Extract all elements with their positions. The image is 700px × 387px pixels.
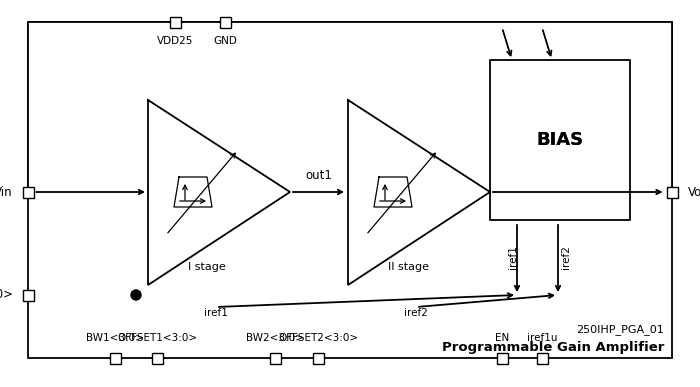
Text: Vout: Vout: [688, 185, 700, 199]
Circle shape: [131, 290, 141, 300]
Text: iref2: iref2: [561, 245, 571, 269]
Bar: [536, 353, 547, 363]
Bar: [151, 353, 162, 363]
Text: BIAS: BIAS: [536, 131, 584, 149]
Bar: [666, 187, 678, 197]
Text: 250IHP_PGA_01: 250IHP_PGA_01: [576, 325, 664, 336]
Bar: [109, 353, 120, 363]
Bar: [28, 22, 672, 358]
Text: iref1: iref1: [508, 245, 518, 269]
Text: EN: EN: [495, 333, 509, 343]
Bar: [220, 17, 230, 27]
Text: iref1: iref1: [204, 308, 228, 318]
Text: BW1<3:0>: BW1<3:0>: [86, 333, 144, 343]
Bar: [496, 353, 507, 363]
Text: OFFSET2<3:0>: OFFSET2<3:0>: [278, 333, 358, 343]
Text: iref1u: iref1u: [526, 333, 557, 343]
Bar: [22, 187, 34, 197]
Text: out1: out1: [306, 169, 332, 182]
Text: OFFSET1<3:0>: OFFSET1<3:0>: [117, 333, 197, 343]
Text: GC<4:0>: GC<4:0>: [0, 288, 13, 301]
Text: GND: GND: [213, 36, 237, 46]
Bar: [169, 17, 181, 27]
Text: Programmable Gain Amplifier: Programmable Gain Amplifier: [442, 341, 664, 354]
Text: BIAS: BIAS: [536, 131, 584, 149]
Text: iref2: iref2: [404, 308, 428, 318]
Text: VDD25: VDD25: [157, 36, 193, 46]
Bar: [270, 353, 281, 363]
Bar: [22, 289, 34, 300]
Text: Vin: Vin: [0, 185, 13, 199]
Text: BW2<3:0>: BW2<3:0>: [246, 333, 304, 343]
Bar: [312, 353, 323, 363]
Bar: [490, 60, 630, 220]
Text: II stage: II stage: [388, 262, 429, 272]
Text: I stage: I stage: [188, 262, 225, 272]
